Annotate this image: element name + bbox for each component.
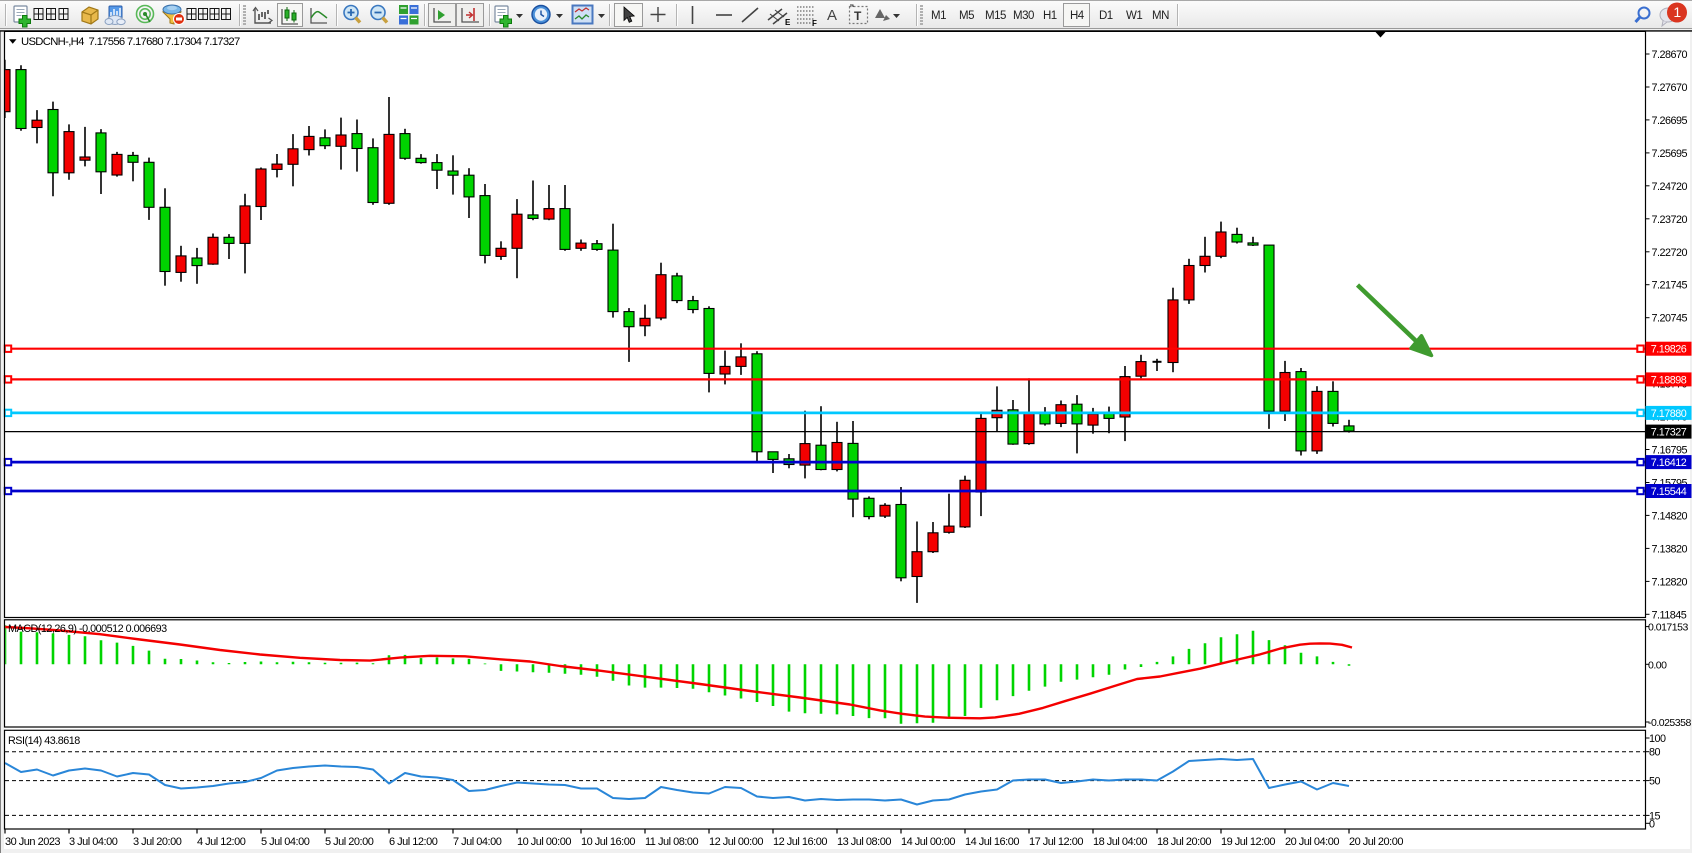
svg-text:10 Jul 16:00: 10 Jul 16:00 <box>581 836 635 848</box>
svg-text:H1: H1 <box>1043 10 1057 22</box>
svg-text:12 Jul 00:00: 12 Jul 00:00 <box>709 836 763 848</box>
svg-text:30 Jun 2023: 30 Jun 2023 <box>5 836 60 848</box>
svg-text:7.12820: 7.12820 <box>1652 576 1688 588</box>
svg-text:7.27670: 7.27670 <box>1652 82 1688 94</box>
svg-text:7.17327: 7.17327 <box>1651 427 1687 439</box>
svg-text:100: 100 <box>1649 733 1666 745</box>
svg-text:13 Jul 08:00: 13 Jul 08:00 <box>837 836 891 848</box>
svg-text:7.13820: 7.13820 <box>1652 543 1688 555</box>
svg-text:7.16412: 7.16412 <box>1651 457 1687 469</box>
svg-text:7.14820: 7.14820 <box>1652 510 1688 522</box>
svg-text:F: F <box>812 19 817 28</box>
svg-text:7.16795: 7.16795 <box>1652 445 1688 457</box>
svg-text:3 Jul 20:00: 3 Jul 20:00 <box>133 836 182 848</box>
svg-text:10 Jul 00:00: 10 Jul 00:00 <box>517 836 571 848</box>
svg-text:7.19826: 7.19826 <box>1651 344 1687 356</box>
svg-text:M15: M15 <box>985 10 1006 22</box>
svg-text:7.24720: 7.24720 <box>1652 181 1688 193</box>
svg-text:M30: M30 <box>1013 10 1034 22</box>
svg-text:5 Jul 04:00: 5 Jul 04:00 <box>261 836 310 848</box>
svg-text:E: E <box>785 18 791 27</box>
svg-text:12 Jul 16:00: 12 Jul 16:00 <box>773 836 827 848</box>
svg-text:4 Jul 12:00: 4 Jul 12:00 <box>197 836 246 848</box>
svg-text:-0.025358: -0.025358 <box>1648 717 1691 729</box>
svg-text:MN: MN <box>1152 10 1169 22</box>
svg-text:0: 0 <box>1649 818 1655 830</box>
svg-text:7 Jul 04:00: 7 Jul 04:00 <box>453 836 502 848</box>
svg-text:7.28670: 7.28670 <box>1652 49 1688 61</box>
svg-text:15: 15 <box>1649 810 1661 822</box>
svg-text:USDCNH-,H4 7.17556 7.17680 7.: USDCNH-,H4 7.17556 7.17680 7.17304 7.173… <box>21 36 240 48</box>
svg-text:M5: M5 <box>959 10 974 22</box>
svg-text:0.00: 0.00 <box>1648 659 1667 671</box>
svg-text:6 Jul 12:00: 6 Jul 12:00 <box>389 836 438 848</box>
svg-text:50: 50 <box>1649 776 1661 788</box>
svg-text:7.22720: 7.22720 <box>1652 247 1688 259</box>
svg-text:7.26695: 7.26695 <box>1652 115 1688 127</box>
svg-text:7.15544: 7.15544 <box>1651 486 1687 498</box>
svg-text:18 Jul 04:00: 18 Jul 04:00 <box>1093 836 1147 848</box>
svg-text:14 Jul 16:00: 14 Jul 16:00 <box>965 836 1019 848</box>
svg-text:H4: H4 <box>1070 10 1085 22</box>
svg-text:W1: W1 <box>1126 10 1142 22</box>
svg-text:11 Jul 08:00: 11 Jul 08:00 <box>645 836 699 848</box>
svg-text:5 Jul 20:00: 5 Jul 20:00 <box>325 836 374 848</box>
svg-text:7.25695: 7.25695 <box>1652 148 1688 160</box>
svg-text:17 Jul 12:00: 17 Jul 12:00 <box>1029 836 1083 848</box>
svg-text:1: 1 <box>1673 4 1681 20</box>
svg-text:T: T <box>854 9 862 23</box>
svg-text:3 Jul 04:00: 3 Jul 04:00 <box>69 836 118 848</box>
svg-text:7.17880: 7.17880 <box>1651 408 1687 420</box>
svg-text:19 Jul 12:00: 19 Jul 12:00 <box>1221 836 1275 848</box>
svg-text:20 Jul 04:00: 20 Jul 04:00 <box>1285 836 1339 848</box>
svg-text:7.11845: 7.11845 <box>1652 609 1687 621</box>
svg-text:MACD(12,26,9) -0.000512 0.0066: MACD(12,26,9) -0.000512 0.006693 <box>8 623 167 635</box>
svg-text:20 Jul 20:00: 20 Jul 20:00 <box>1349 836 1403 848</box>
svg-text:7.18898: 7.18898 <box>1651 374 1687 386</box>
svg-text:0.017153: 0.017153 <box>1648 622 1688 634</box>
svg-text:M1: M1 <box>931 10 946 22</box>
svg-text:A: A <box>827 7 837 24</box>
svg-text:D1: D1 <box>1099 10 1113 22</box>
svg-text:RSI(14) 43.8618: RSI(14) 43.8618 <box>8 735 80 747</box>
svg-text:80: 80 <box>1649 747 1661 759</box>
svg-text:7.23720: 7.23720 <box>1652 214 1688 226</box>
svg-text:7.20745: 7.20745 <box>1652 313 1688 325</box>
svg-text:18 Jul 20:00: 18 Jul 20:00 <box>1157 836 1211 848</box>
svg-text:7.21745: 7.21745 <box>1652 280 1688 292</box>
svg-text:14 Jul 00:00: 14 Jul 00:00 <box>901 836 955 848</box>
